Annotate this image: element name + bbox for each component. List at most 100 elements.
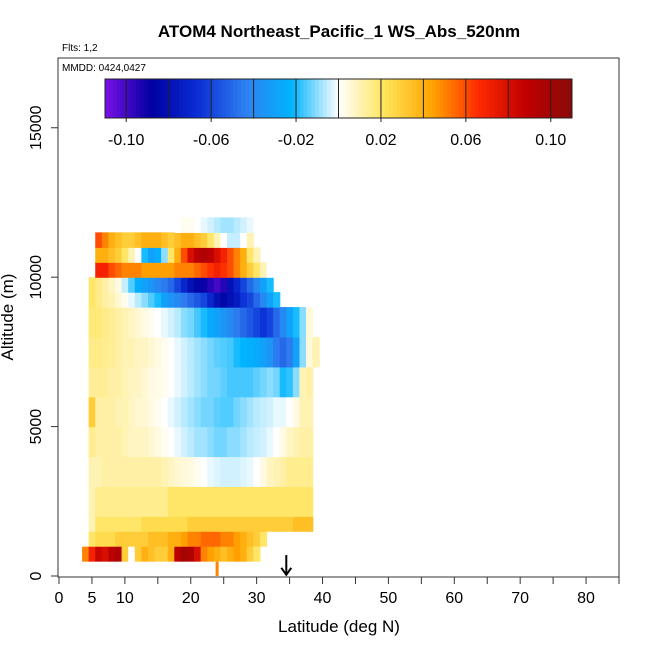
colorbar-segment bbox=[284, 79, 289, 118]
heatmap-cell bbox=[88, 486, 96, 517]
colorbar-segment bbox=[509, 79, 515, 118]
heatmap-cell bbox=[246, 486, 254, 517]
heatmap-cell bbox=[246, 247, 254, 263]
heatmap-cell bbox=[180, 217, 189, 233]
heatmap-cell bbox=[115, 456, 123, 487]
colorbar-segment bbox=[463, 79, 468, 118]
heatmap-cell bbox=[141, 262, 149, 278]
heatmap-cell bbox=[128, 292, 136, 308]
heatmap-cell bbox=[180, 232, 189, 248]
heatmap-cell bbox=[121, 307, 129, 338]
chart-title: ATOM4 Northeast_Pacific_1 WS_Abs_520nm bbox=[158, 22, 520, 41]
colorbar-segment bbox=[354, 79, 359, 118]
heatmap-cell bbox=[134, 307, 142, 338]
heatmap-cell bbox=[187, 426, 195, 458]
heatmap-cell bbox=[180, 292, 189, 308]
heatmap-cell bbox=[240, 232, 248, 248]
heatmap-cell bbox=[167, 546, 175, 562]
heatmap-cell bbox=[194, 456, 202, 487]
heatmap-cell bbox=[253, 247, 261, 263]
heatmap-cell bbox=[246, 456, 254, 487]
heatmap-cell bbox=[154, 486, 162, 517]
heatmap-cell bbox=[128, 336, 136, 368]
heatmap-cell bbox=[299, 307, 307, 338]
heatmap-cell bbox=[147, 516, 156, 532]
colorbar-segment bbox=[552, 79, 557, 118]
colorbar-segment bbox=[525, 79, 530, 118]
colorbar-segment bbox=[346, 79, 351, 118]
colorbar-segment bbox=[151, 79, 157, 118]
heatmap-cells bbox=[82, 202, 320, 562]
colorbar-segment bbox=[408, 79, 413, 118]
heatmap-cell bbox=[266, 262, 274, 278]
heatmap-cell bbox=[240, 456, 248, 487]
colorbar-segment bbox=[116, 79, 122, 118]
heatmap-cell bbox=[154, 232, 162, 248]
heatmap-cell bbox=[167, 396, 175, 428]
heatmap-cell bbox=[121, 456, 129, 487]
colorbar-segment bbox=[260, 79, 266, 118]
colorbar-segment bbox=[210, 79, 215, 118]
heatmap-cell bbox=[88, 277, 96, 293]
heatmap-cell bbox=[266, 307, 274, 338]
colorbar-segment bbox=[560, 79, 565, 118]
x-tick-label: 0 bbox=[55, 590, 64, 607]
colorbar-segment bbox=[459, 79, 464, 118]
heatmap-cell bbox=[200, 486, 208, 517]
heatmap-cell bbox=[154, 546, 162, 562]
colorbar-segment bbox=[233, 79, 238, 118]
heatmap-cell bbox=[134, 366, 142, 398]
heatmap-cell bbox=[147, 232, 156, 248]
heatmap-cell bbox=[115, 277, 123, 293]
heatmap-cell bbox=[306, 336, 314, 368]
heatmap-cell bbox=[207, 292, 215, 308]
heatmap-cell bbox=[213, 336, 222, 368]
heatmap-cell bbox=[220, 247, 228, 263]
heatmap-cell bbox=[101, 247, 110, 263]
heatmap-cell bbox=[292, 366, 301, 398]
heatmap-cell bbox=[292, 486, 301, 517]
heatmap-cell bbox=[200, 336, 208, 368]
heatmap-cell bbox=[108, 426, 116, 458]
heatmap-cell bbox=[101, 262, 110, 278]
date-note: MMDD: 0424,0427 bbox=[62, 63, 146, 74]
colorbar-segment bbox=[217, 79, 223, 118]
colorbar-segment bbox=[501, 79, 507, 118]
heatmap-cell bbox=[88, 426, 96, 458]
heatmap-cell bbox=[95, 366, 103, 398]
heatmap-cell bbox=[180, 277, 189, 293]
heatmap-cell bbox=[141, 247, 149, 263]
colorbar-segment bbox=[330, 79, 336, 118]
heatmap-cell bbox=[167, 262, 175, 278]
colorbar-segment bbox=[385, 79, 390, 118]
heatmap-cell bbox=[134, 232, 142, 248]
heatmap-cell bbox=[259, 336, 268, 368]
colorbar-segment bbox=[291, 79, 297, 118]
heatmap-cell bbox=[88, 292, 96, 308]
heatmap-cell bbox=[174, 232, 182, 248]
heatmap-cell bbox=[213, 426, 222, 458]
heatmap-cell bbox=[180, 247, 189, 263]
colorbar-segment bbox=[171, 79, 176, 118]
heatmap-cell bbox=[141, 307, 149, 338]
heatmap-cell bbox=[207, 486, 215, 517]
colorbar-segment bbox=[521, 79, 526, 118]
colorbar-segment bbox=[213, 79, 219, 118]
heatmap-cell bbox=[279, 456, 287, 487]
heatmap-cell bbox=[82, 531, 90, 547]
heatmap-cell bbox=[292, 456, 301, 487]
heatmap-cell bbox=[180, 546, 189, 562]
colorbar-segment bbox=[245, 79, 250, 118]
colorbar-segment bbox=[544, 79, 550, 118]
heatmap-cell bbox=[88, 366, 96, 398]
heatmap-cell bbox=[220, 426, 228, 458]
heatmap-cell bbox=[273, 292, 281, 308]
heatmap-cell bbox=[147, 247, 156, 263]
heatmap-cell bbox=[306, 396, 314, 428]
heatmap-cell bbox=[147, 396, 156, 428]
colorbar-segment bbox=[412, 79, 417, 118]
colorbar-segment bbox=[428, 79, 433, 118]
heatmap-cell bbox=[253, 516, 261, 532]
heatmap-cell bbox=[306, 307, 314, 338]
heatmap-cell bbox=[121, 292, 129, 308]
